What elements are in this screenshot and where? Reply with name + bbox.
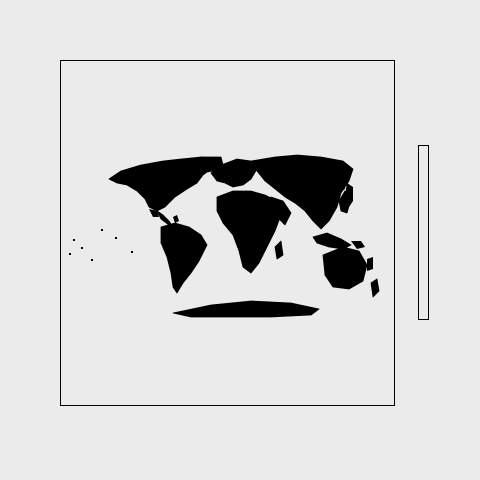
island-speck	[101, 229, 103, 231]
hotspot-tibet	[289, 187, 297, 191]
island-speck	[69, 253, 71, 255]
colorbar	[418, 145, 429, 320]
hotspot-caribbean	[149, 209, 159, 217]
island-speck	[91, 259, 93, 261]
landmass-india	[270, 196, 292, 226]
island-speck	[73, 239, 75, 241]
world-map	[69, 154, 380, 318]
landmass-madagascar	[274, 240, 284, 260]
hotspot-tonga	[367, 257, 373, 271]
landmass-africa	[216, 190, 282, 274]
hotspot-east-asia	[329, 171, 345, 195]
landmass-new-zealand	[370, 278, 380, 298]
map-panel	[60, 60, 395, 406]
island-speck	[81, 247, 83, 249]
landmass-south-america	[160, 222, 208, 294]
landmass-australia	[322, 246, 368, 290]
landmass-antarctica	[172, 300, 320, 318]
hotspot-pacific-arc	[345, 183, 353, 207]
landmass-europe	[210, 158, 258, 188]
island-speck	[131, 251, 133, 253]
island-speck	[115, 237, 117, 239]
hotspot-new-guinea	[351, 241, 365, 249]
hotspot-sumatra	[173, 215, 179, 223]
landmass-indonesia	[312, 232, 352, 250]
